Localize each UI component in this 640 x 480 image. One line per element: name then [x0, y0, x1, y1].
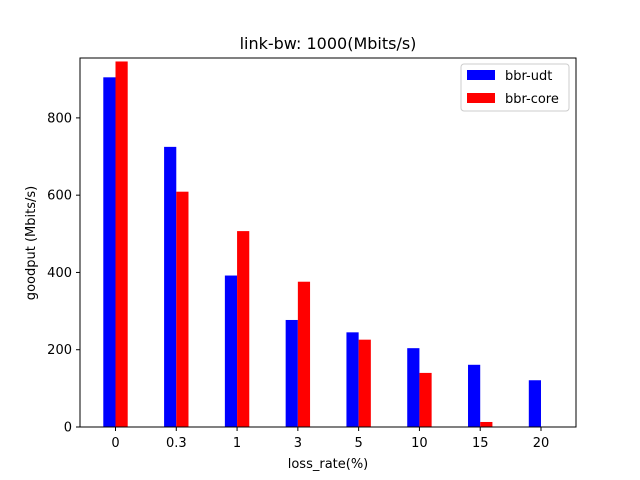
plot-frame — [79, 57, 577, 428]
bar-bbr-core-0 — [115, 61, 128, 428]
axes-group: 0 200 400 600 800 0 0.3 1 3 5 10 15 20 — [47, 57, 577, 451]
x-tick-label: 20 — [533, 436, 550, 451]
x-tick-label: 0.3 — [166, 436, 187, 451]
bar-bbr-udt-15 — [468, 364, 481, 427]
legend-swatch-bbr-core — [467, 93, 495, 103]
bar-bbr-core-5 — [358, 339, 371, 427]
legend: bbr-udt bbr-core — [460, 63, 570, 112]
bar-bbr-udt-1 — [224, 275, 238, 427]
bar-bbr-core-1 — [237, 231, 250, 427]
legend-swatch-bbr-udt — [467, 70, 495, 80]
bar-bbr-udt-0 — [103, 77, 116, 428]
y-axis-label: goodput (Mbits/s) — [24, 186, 39, 300]
chart-title: link-bw: 1000(Mbits/s) — [240, 34, 417, 53]
bar-bbr-core-0.3 — [176, 191, 189, 427]
y-tick-label: 400 — [47, 266, 72, 281]
y-tick-label: 600 — [47, 189, 72, 204]
bar-bbr-udt-20 — [528, 380, 541, 427]
bar-bbr-core-10 — [419, 372, 432, 427]
x-tick-label: 5 — [355, 436, 363, 451]
bar-bbr-core-3 — [297, 281, 311, 427]
bar-bbr-udt-0.3 — [164, 146, 177, 427]
x-tick-label: 0 — [111, 436, 119, 451]
bar-bbr-udt-10 — [407, 348, 420, 427]
y-tick-label: 800 — [47, 111, 72, 126]
x-axis-label: loss_rate(%) — [288, 457, 369, 472]
bar-bbr-core-15 — [480, 421, 493, 427]
x-tick-label: 3 — [294, 436, 302, 451]
bar-bbr-udt-5 — [346, 332, 359, 427]
y-tick-label: 200 — [47, 343, 72, 358]
bars-group — [103, 61, 541, 428]
x-tick-label: 1 — [233, 436, 241, 451]
legend-label-bbr-core: bbr-core — [505, 92, 559, 107]
y-tick-label: 0 — [64, 421, 72, 436]
legend-label-bbr-udt: bbr-udt — [505, 69, 552, 84]
x-tick-label: 15 — [472, 436, 489, 451]
x-tick-label: 10 — [411, 436, 428, 451]
bar-bbr-udt-3 — [285, 319, 298, 427]
